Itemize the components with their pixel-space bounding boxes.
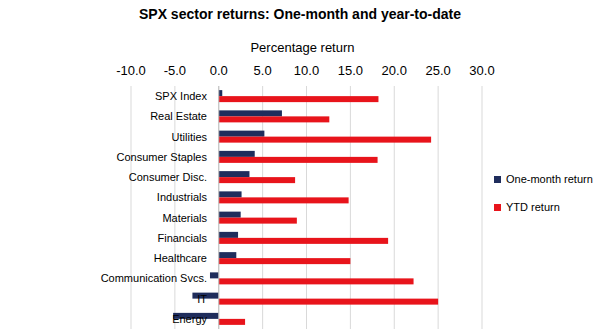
grid-line: [131, 86, 132, 329]
chart: SPX sector returns: One-month and year-t…: [0, 0, 600, 329]
bar: [219, 96, 379, 102]
bar: [219, 90, 223, 96]
bar: [219, 258, 351, 264]
category-label: Industrials: [157, 191, 208, 203]
category-label: Real Estate: [150, 110, 207, 122]
bar: [219, 116, 330, 122]
legend-swatch: [494, 176, 501, 183]
bar: [219, 212, 241, 218]
bar: [219, 137, 431, 143]
category-label: Healthcare: [154, 252, 207, 264]
bar: [219, 110, 282, 116]
legend-label: One-month return: [506, 173, 593, 185]
tick-label: 30.0: [469, 63, 494, 78]
bar: [219, 218, 297, 224]
category-label: SPX Index: [155, 90, 207, 102]
axis-line: [218, 86, 219, 329]
tick-label: 5.0: [254, 63, 272, 78]
bar: [219, 238, 388, 244]
tick-label: -5.0: [164, 63, 186, 78]
bar: [219, 197, 349, 203]
category-label: Consumer Disc.: [129, 171, 207, 183]
category-label: Utilities: [172, 131, 208, 143]
bar: [219, 171, 250, 177]
bar: [219, 191, 242, 197]
bar: [219, 278, 414, 284]
category-label: IT: [197, 293, 207, 305]
bar: [219, 319, 245, 325]
tick-label: 20.0: [382, 63, 407, 78]
legend-swatch: [494, 204, 501, 211]
grid-line: [174, 86, 175, 329]
grid-line: [262, 86, 263, 329]
bar: [219, 157, 378, 163]
bars: [173, 90, 438, 325]
legend-label: YTD return: [506, 201, 560, 213]
grid-line: [438, 86, 439, 329]
grid-line: [306, 86, 307, 329]
bar: [219, 131, 265, 137]
bar: [219, 232, 238, 238]
bar: [219, 177, 295, 183]
bar: [219, 299, 438, 305]
category-label: Consumer Staples: [117, 151, 208, 163]
axis-label: Percentage return: [250, 40, 354, 55]
bar: [219, 151, 255, 157]
category-label: Materials: [162, 212, 207, 224]
tick-label: 0.0: [210, 63, 228, 78]
grid-line: [218, 86, 219, 329]
grid-line: [394, 86, 395, 329]
tick-label: 10.0: [294, 63, 319, 78]
tick-label: -10.0: [116, 63, 146, 78]
tick-label: 25.0: [425, 63, 450, 78]
category-label: Financials: [157, 232, 207, 244]
bar: [219, 252, 237, 258]
grid-line: [350, 86, 351, 329]
category-label: Communication Svcs.: [101, 272, 207, 284]
category-label: Energy: [172, 313, 207, 325]
bar: [210, 272, 219, 278]
title: SPX sector returns: One-month and year-t…: [139, 6, 461, 22]
grid-line: [482, 86, 483, 329]
tick-label: 15.0: [338, 63, 363, 78]
